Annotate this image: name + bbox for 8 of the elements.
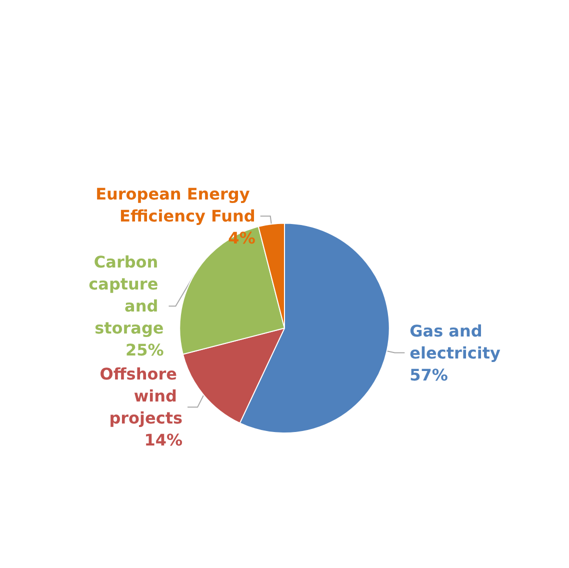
slice-label: European Energy Efficiency Fund <box>96 184 256 226</box>
slice-label: Offshore wind projects <box>100 364 183 428</box>
data-label: 25% <box>125 340 164 360</box>
data-label: 14% <box>144 430 183 450</box>
data-label: 57% <box>410 365 448 384</box>
slice-label: Gas and electricity <box>410 321 501 362</box>
slice-label: Carbon capture and storage <box>88 252 164 338</box>
data-label: 4% <box>228 228 256 248</box>
